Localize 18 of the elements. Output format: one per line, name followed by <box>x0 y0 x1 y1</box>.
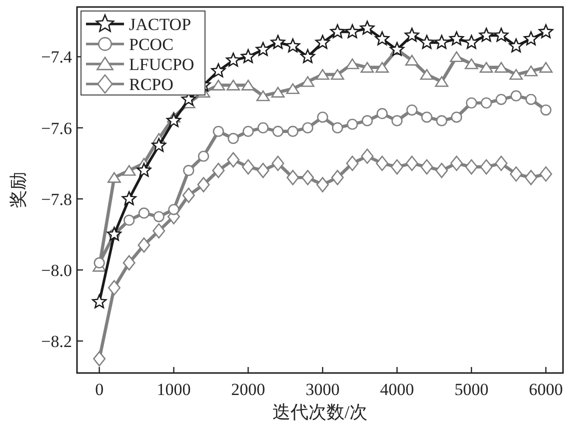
y-tick-label: −7.6 <box>41 118 72 138</box>
legend-label: LFUCPO <box>129 55 194 74</box>
x-tick-label: 0 <box>95 380 104 399</box>
y-axis-title: 奖励 <box>8 172 28 208</box>
y-tick-label: −8.0 <box>41 260 72 280</box>
x-tick-label: 5000 <box>454 380 488 399</box>
y-tick-label: −8.2 <box>41 332 72 352</box>
x-tick-label: 4000 <box>380 380 414 399</box>
x-axis-title: 迭代次数/次 <box>272 402 368 422</box>
x-tick-label: 2000 <box>231 380 266 399</box>
y-tick-label: −7.8 <box>41 190 72 209</box>
x-tick-label: 1000 <box>156 380 191 399</box>
x-tick-label: 6000 <box>528 380 563 399</box>
legend-label: RCPO <box>129 75 174 94</box>
legend-label: JACTOP <box>129 15 192 34</box>
legend-label: PCOC <box>129 35 174 54</box>
x-tick-label: 3000 <box>306 380 340 399</box>
y-tick-label: −7.4 <box>41 48 72 67</box>
